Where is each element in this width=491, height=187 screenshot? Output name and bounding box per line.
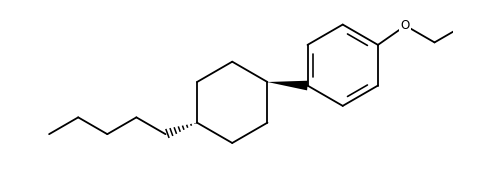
Polygon shape xyxy=(268,81,308,90)
Text: O: O xyxy=(401,19,410,32)
